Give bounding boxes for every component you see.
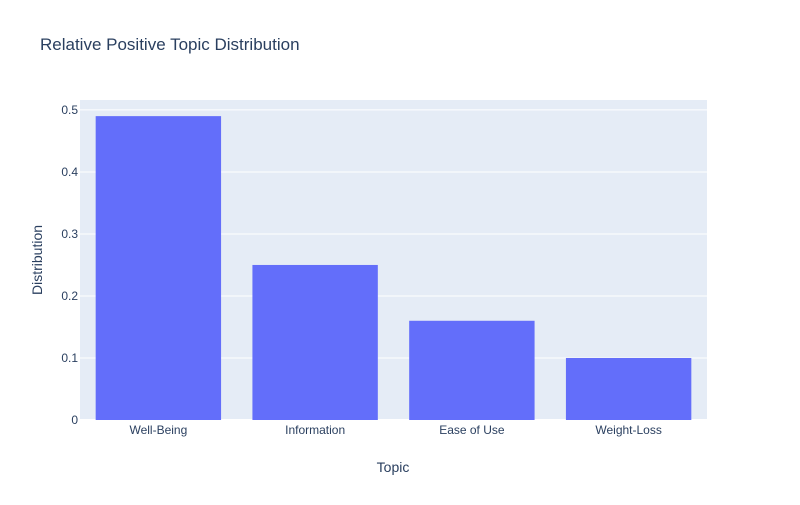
bar-information[interactable] — [252, 264, 378, 420]
y-tick-label: 0 — [71, 413, 78, 427]
y-axis-title: Distribution — [29, 225, 45, 295]
bar-well-being[interactable] — [95, 116, 222, 421]
y-axis-ticks: 0 0.1 0.2 0.3 0.4 0.5 — [61, 103, 78, 427]
x-tick-label: Weight-Loss — [595, 423, 661, 437]
x-tick-label: Well-Being — [129, 423, 187, 437]
y-tick-label: 0.3 — [61, 227, 78, 241]
bar-ease-of-use[interactable] — [409, 320, 535, 420]
y-tick-label: 0.5 — [61, 103, 78, 117]
x-axis-ticks: Well-Being Information Ease of Use Weight-L… — [129, 423, 661, 437]
y-tick-label: 0.2 — [61, 289, 78, 303]
x-axis-title: Topic — [377, 459, 410, 475]
x-tick-label: Information — [285, 423, 345, 437]
x-tick-label: Ease of Use — [439, 423, 505, 437]
y-tick-label: 0.1 — [61, 351, 78, 365]
chart-title: Relative Positive Topic Distribution — [40, 35, 300, 54]
y-tick-label: 0.4 — [61, 165, 78, 179]
bars — [95, 116, 692, 421]
bar-weight-loss[interactable] — [565, 357, 692, 420]
